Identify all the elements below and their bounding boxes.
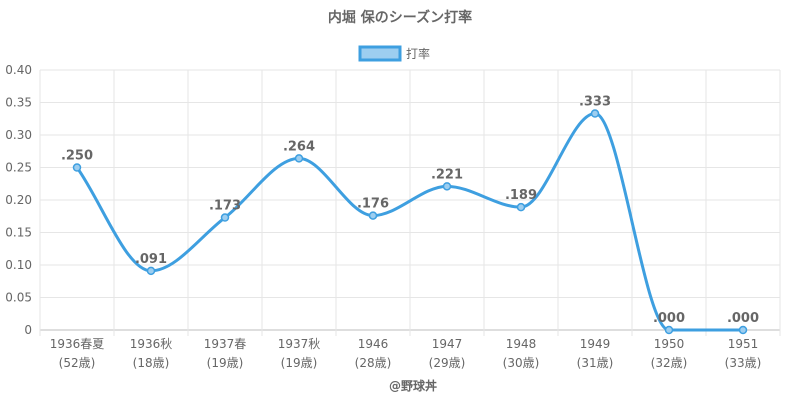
data-point[interactable] [738, 325, 748, 335]
x-tick-sublabel: (18歳) [133, 356, 170, 370]
data-point[interactable] [368, 211, 378, 220]
x-tick-sublabel: (32歳) [651, 356, 688, 370]
x-tick-label: 1937秋 [278, 337, 321, 351]
x-tick-label: 1936秋 [130, 337, 173, 351]
y-tick-label: 0.20 [5, 193, 32, 207]
x-tick-label: 1950 [654, 337, 685, 351]
y-axis: 0 0.05 0.10 0.15 0.20 0.25 0.30 0.35 0.40 [5, 63, 32, 337]
credit-label: @野球丼 [389, 378, 437, 393]
y-tick-label: 0.35 [5, 96, 32, 110]
x-tick-label: 1948 [506, 337, 537, 351]
x-tick-sublabel: (19歳) [207, 356, 244, 370]
x-tick-label: 1937春 [204, 337, 247, 351]
x-tick-sublabel: (28歳) [355, 356, 392, 370]
x-axis: 1936春夏 (52歳) 1936秋 (18歳) 1937春 (19歳) 1937秋 (19歳… [50, 337, 762, 370]
y-tick-label: 0.30 [5, 128, 32, 142]
data-label: .000 [653, 311, 685, 326]
x-tick-label: 1949 [580, 337, 611, 351]
x-tick-sublabel: (29歳) [429, 356, 466, 370]
data-point[interactable] [146, 266, 156, 276]
data-point[interactable] [294, 154, 304, 163]
series-batting-average: .250 .091 .173 .264 .176 .221 .189 .333 .000 .000 [61, 95, 759, 335]
data-point[interactable] [220, 213, 230, 222]
x-tick-label: 1936春夏 [50, 337, 105, 351]
legend-label: 打率 [406, 46, 430, 61]
x-tick-sublabel: (19歳) [281, 356, 318, 370]
series-line [75, 112, 743, 332]
data-label: .173 [209, 199, 241, 214]
y-tick-label: 0.25 [5, 161, 32, 175]
data-label: .176 [357, 197, 389, 212]
x-tick-label: 1951 [728, 337, 759, 351]
data-point[interactable] [516, 202, 526, 212]
data-point[interactable] [590, 109, 600, 118]
legend[interactable]: 打率 [358, 45, 430, 62]
x-tick-sublabel: (30歳) [503, 356, 540, 370]
data-label: .250 [61, 149, 93, 164]
data-point[interactable] [442, 182, 452, 191]
x-tick-sublabel: (52歳) [59, 356, 96, 370]
data-label: .333 [579, 95, 611, 110]
grid-lines [39, 69, 781, 336]
data-label: .264 [283, 139, 315, 154]
x-tick-label: 1946 [358, 337, 389, 351]
y-tick-label: 0 [24, 323, 32, 337]
y-tick-label: 0.10 [5, 258, 32, 272]
x-tick-label: 1947 [432, 337, 463, 351]
chart-title: 内堀 保のシーズン打率 [328, 9, 472, 26]
data-label: .000 [727, 311, 759, 326]
data-label: .221 [431, 167, 463, 182]
data-label: .091 [135, 252, 167, 267]
x-tick-sublabel: (31歳) [577, 356, 614, 370]
legend-swatch [358, 45, 402, 62]
data-point[interactable] [72, 163, 82, 172]
y-tick-label: 0.05 [5, 291, 32, 305]
x-tick-sublabel: (33歳) [725, 356, 762, 370]
y-tick-label: 0.15 [5, 226, 32, 240]
data-label: .189 [505, 188, 537, 203]
data-point[interactable] [664, 325, 674, 335]
y-tick-label: 0.40 [5, 63, 32, 77]
